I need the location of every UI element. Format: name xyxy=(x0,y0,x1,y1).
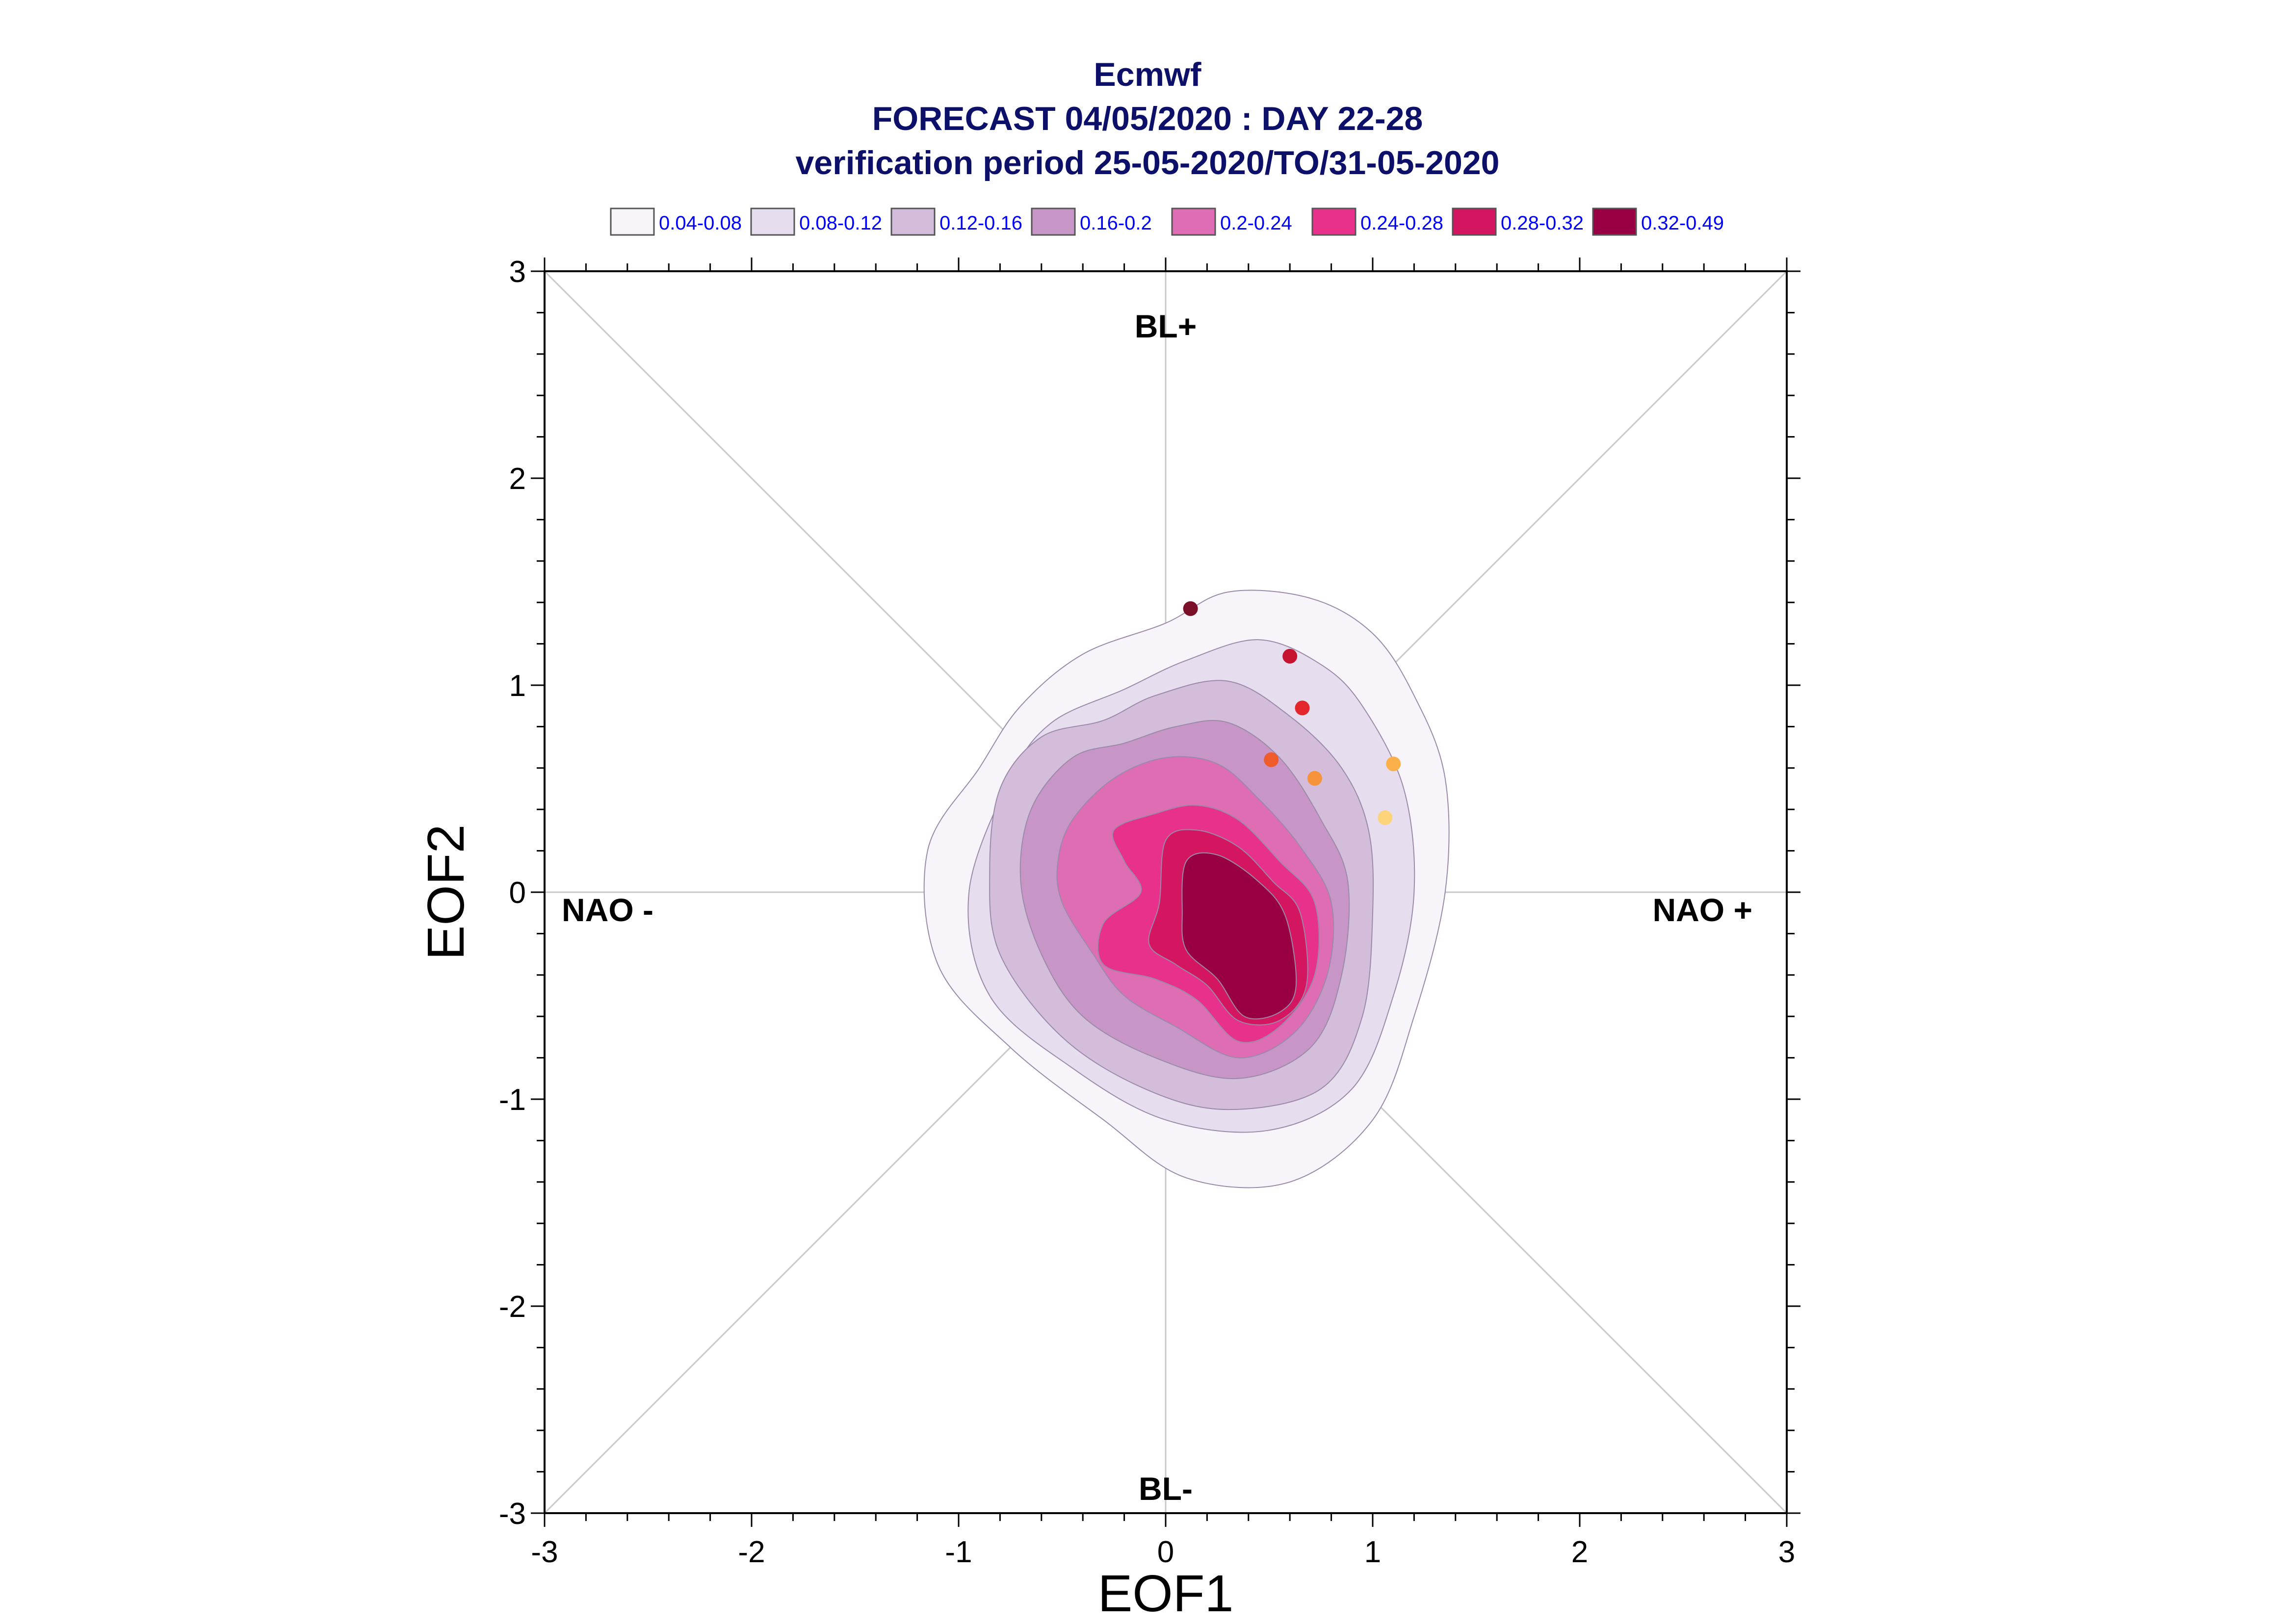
density-contours xyxy=(923,590,1450,1188)
legend-label-4: 0.16-0.2 xyxy=(1080,212,1152,234)
legend-swatch-7 xyxy=(1452,207,1497,236)
legend-swatch-8 xyxy=(1592,207,1637,236)
trajectory-point-6 xyxy=(1386,756,1401,772)
axis-ticks: -3 -2 -1 0 1 2 3 -3 -2 -1 0 1 2 3 xyxy=(499,255,1800,1569)
y-tick-label: -3 xyxy=(499,1497,526,1531)
legend-swatch-4 xyxy=(1031,207,1076,236)
y-tick-label: 3 xyxy=(509,255,526,289)
x-tick-label: -1 xyxy=(945,1535,972,1569)
title-line-3: verification period 25-05-2020/TO/31-05-… xyxy=(795,144,1499,181)
legend-label-1: 0.04-0.08 xyxy=(659,212,742,234)
trajectory-point-7 xyxy=(1378,810,1393,825)
x-tick-label: 2 xyxy=(1571,1535,1588,1569)
title-line-1: Ecmwf xyxy=(1094,56,1201,93)
y-tick-label: -2 xyxy=(499,1290,526,1324)
x-tick-label: 0 xyxy=(1157,1535,1174,1569)
trajectory-point-1 xyxy=(1183,601,1198,616)
legend-label-2: 0.08-0.12 xyxy=(799,212,882,234)
legend-swatch-5 xyxy=(1171,207,1216,236)
density-contour-8 xyxy=(1181,852,1297,1020)
y-tick-label: 1 xyxy=(509,669,526,703)
x-tick-label: -2 xyxy=(738,1535,765,1569)
legend-label-8: 0.32-0.49 xyxy=(1641,212,1724,234)
trajectory-points xyxy=(1183,601,1401,825)
chart-title: Ecmwf FORECAST 04/05/2020 : DAY 22-28 ve… xyxy=(795,56,1499,181)
regime-label-nao-plus: NAO + xyxy=(1652,892,1752,928)
legend: 0.04-0.08 0.08-0.12 0.12-0.16 0.16-0.2 0.2-0… xyxy=(610,207,1724,236)
y-tick-label: -1 xyxy=(499,1083,526,1117)
legend-swatch-2 xyxy=(750,207,795,236)
y-axis-title: EOF2 xyxy=(417,825,475,960)
x-tick-label: 3 xyxy=(1778,1535,1795,1569)
legend-label-7: 0.28-0.32 xyxy=(1501,212,1584,234)
legend-label-5: 0.2-0.24 xyxy=(1220,212,1292,234)
trajectory-point-5 xyxy=(1307,771,1322,786)
legend-swatch-6 xyxy=(1311,207,1356,236)
y-tick-label: 0 xyxy=(509,876,526,910)
trajectory-point-2 xyxy=(1282,648,1298,664)
regime-label-bl-plus: BL+ xyxy=(1135,308,1197,344)
trajectory-point-4 xyxy=(1264,752,1279,767)
regime-label-nao-minus: NAO - xyxy=(562,892,653,928)
x-tick-label: -3 xyxy=(531,1535,558,1569)
trajectory-point-3 xyxy=(1295,700,1310,716)
legend-swatch-1 xyxy=(610,207,655,236)
legend-label-3: 0.12-0.16 xyxy=(939,212,1022,234)
x-axis-title: EOF1 xyxy=(1098,1565,1234,1623)
y-tick-label: 2 xyxy=(509,462,526,496)
title-line-2: FORECAST 04/05/2020 : DAY 22-28 xyxy=(872,100,1423,137)
legend-swatch-3 xyxy=(890,207,936,236)
legend-label-6: 0.24-0.28 xyxy=(1360,212,1443,234)
regime-label-bl-minus: BL- xyxy=(1139,1470,1193,1507)
plot-area: -3 -2 -1 0 1 2 3 -3 -2 -1 0 1 2 3 xyxy=(499,255,1800,1569)
x-tick-label: 1 xyxy=(1364,1535,1381,1569)
